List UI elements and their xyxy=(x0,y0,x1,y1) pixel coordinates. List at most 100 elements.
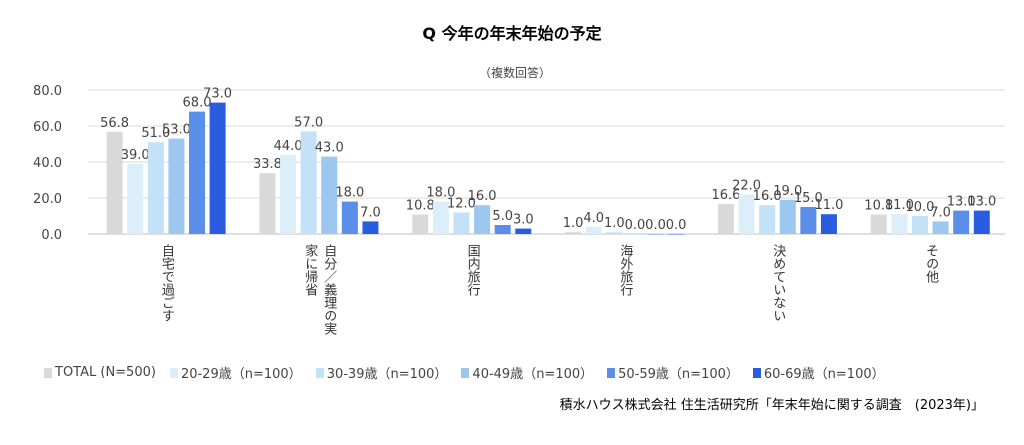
bar xyxy=(953,210,970,234)
legend-swatch xyxy=(461,367,470,378)
category-label: 自宅で過ごす xyxy=(158,244,174,322)
bar xyxy=(820,214,837,234)
legend-label: 20-29歳（n=100） xyxy=(180,367,302,382)
bar xyxy=(168,138,185,234)
data-label: 68.0 xyxy=(183,96,212,111)
y-tick-label: 0.0 xyxy=(41,228,62,243)
data-label: 51.0 xyxy=(141,126,170,141)
bar xyxy=(973,210,990,234)
bar xyxy=(453,212,470,234)
data-label: 10.8 xyxy=(406,199,435,214)
category-label: 決めていない xyxy=(770,244,786,322)
data-label: 1.0 xyxy=(604,216,625,231)
y-tick-label: 80.0 xyxy=(33,84,62,99)
bar xyxy=(870,214,887,234)
data-label: 0.0 xyxy=(645,218,666,233)
legend-item: 20-29歳（n=100） xyxy=(169,363,302,382)
data-label: 11.0 xyxy=(885,198,914,213)
bar xyxy=(474,205,491,234)
legend-label: 50-59歳（n=100） xyxy=(618,367,739,382)
legend-swatch xyxy=(752,367,761,378)
bar xyxy=(209,102,226,234)
legend-item: 60-69歳（n=100） xyxy=(752,363,885,382)
data-label: 13.0 xyxy=(967,195,996,210)
data-label: 16.0 xyxy=(468,189,497,204)
data-label: 12.0 xyxy=(447,196,476,211)
legend-label: 60-69歳（n=100） xyxy=(763,367,885,382)
data-label: 53.0 xyxy=(162,123,191,138)
bar xyxy=(911,216,928,234)
y-tick-label: 60.0 xyxy=(33,120,62,135)
bar xyxy=(341,201,358,234)
bar xyxy=(106,131,123,234)
bar xyxy=(585,226,602,234)
data-label: 7.0 xyxy=(930,205,951,220)
data-label: 5.0 xyxy=(492,209,513,224)
data-label: 56.8 xyxy=(100,116,129,131)
data-label: 1.0 xyxy=(563,216,584,231)
legend-item: TOTAL (N=500) xyxy=(44,363,156,382)
data-label: 57.0 xyxy=(294,115,323,130)
bar xyxy=(606,232,623,234)
y-tick-label: 20.0 xyxy=(33,192,62,207)
bar xyxy=(189,111,206,234)
data-label: 0.0 xyxy=(625,218,646,233)
bar xyxy=(738,194,755,234)
legend-label: 30-39歳（n=100） xyxy=(326,367,448,382)
data-label: 3.0 xyxy=(513,213,534,228)
bar xyxy=(432,201,449,234)
bar xyxy=(515,228,532,234)
category-label: 海外旅行 xyxy=(617,244,633,296)
legend-label: 40-49歳（n=100） xyxy=(472,367,594,382)
data-label: 73.0 xyxy=(203,87,232,102)
bar xyxy=(494,225,511,234)
legend-item: 50-59歳（n=100） xyxy=(607,363,739,382)
chart-note: （複数回答） xyxy=(478,66,551,80)
legend-swatch xyxy=(44,367,52,378)
chart-title: Q 今年の年末年始の予定 xyxy=(422,24,602,43)
category-label: 国内旅行 xyxy=(464,244,480,296)
legend-swatch xyxy=(315,367,324,378)
legend-label: TOTAL (N=500) xyxy=(55,365,156,380)
bar xyxy=(932,221,949,234)
data-label: 18.0 xyxy=(426,186,455,201)
data-label: 10.8 xyxy=(864,199,893,214)
bar xyxy=(891,214,908,234)
bar xyxy=(127,163,144,234)
category-label: その他 xyxy=(923,244,939,283)
data-label: 18.0 xyxy=(335,186,364,201)
bar xyxy=(800,207,817,234)
legend-swatch xyxy=(169,367,178,378)
data-label: 16.6 xyxy=(711,188,740,203)
data-label: 0.0 xyxy=(666,218,687,233)
bar xyxy=(412,214,429,234)
bar xyxy=(717,204,734,234)
source-text: 積水ハウス株式会社 住生活研究所「年末年始に関する調査 (2023年)」 xyxy=(559,398,984,413)
data-label: 22.0 xyxy=(732,178,761,193)
data-label: 10.0 xyxy=(906,200,935,215)
bar xyxy=(647,234,664,235)
bar xyxy=(321,156,338,234)
bar xyxy=(779,199,796,234)
bar xyxy=(300,131,317,234)
bar xyxy=(259,173,276,234)
category-label: 自分／義理の実家に帰省 xyxy=(302,244,337,335)
bar xyxy=(147,142,164,234)
bar xyxy=(626,234,643,235)
data-label: 19.0 xyxy=(773,184,802,199)
data-label: 39.0 xyxy=(121,148,150,163)
bar xyxy=(565,232,582,234)
legend-swatch xyxy=(607,367,616,378)
bar xyxy=(280,154,297,234)
data-label: 44.0 xyxy=(274,139,303,154)
data-label: 15.0 xyxy=(794,191,823,206)
bar xyxy=(759,205,776,234)
data-label: 33.8 xyxy=(253,157,282,172)
data-label: 16.0 xyxy=(753,189,782,204)
y-tick-label: 40.0 xyxy=(33,156,62,171)
legend-item: 30-39歳（n=100） xyxy=(315,363,448,382)
legend-item: 40-49歳（n=100） xyxy=(461,363,593,382)
data-label: 7.0 xyxy=(360,205,381,220)
